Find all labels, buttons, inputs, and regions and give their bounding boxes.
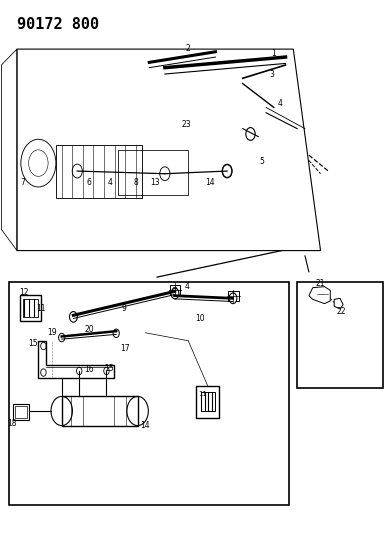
Text: 7: 7 [20, 178, 25, 187]
Text: 12: 12 [19, 288, 29, 297]
Text: 19: 19 [47, 328, 57, 337]
Bar [228, 292, 239, 301]
Text: 14: 14 [141, 421, 150, 430]
Circle shape [69, 312, 77, 322]
Text: 16: 16 [85, 366, 94, 374]
Bar [169, 285, 180, 295]
Circle shape [229, 293, 237, 304]
Text: 8: 8 [133, 178, 138, 187]
Bar [118, 150, 188, 195]
Bar [9, 282, 289, 505]
Text: 10: 10 [195, 314, 205, 323]
Text: 22: 22 [337, 307, 346, 316]
Bar [56, 144, 142, 198]
Bar [62, 397, 138, 425]
Text: 15: 15 [104, 364, 114, 373]
Text: 2: 2 [186, 44, 191, 53]
Text: 18: 18 [7, 419, 17, 428]
Text: 14: 14 [205, 178, 214, 187]
Circle shape [171, 288, 179, 299]
Text: 3: 3 [269, 70, 274, 79]
Text: 4: 4 [184, 282, 189, 291]
Text: 5: 5 [260, 157, 265, 166]
Text: 9: 9 [122, 304, 127, 313]
Text: 1: 1 [272, 49, 276, 58]
Text: 21: 21 [316, 279, 325, 288]
Text: 20: 20 [84, 325, 94, 334]
Text: 4: 4 [108, 178, 113, 187]
Text: 15: 15 [29, 339, 38, 348]
Text: 6: 6 [87, 178, 91, 187]
Bar [201, 392, 215, 411]
Text: 17: 17 [120, 344, 130, 353]
Bar [13, 405, 29, 420]
Text: 11: 11 [198, 391, 207, 397]
Bar [297, 282, 383, 389]
Text: 13: 13 [150, 178, 160, 187]
Circle shape [59, 333, 65, 342]
Text: 4: 4 [277, 99, 282, 108]
Bar [15, 407, 27, 418]
Bar [196, 386, 220, 418]
Bar [20, 295, 42, 320]
Bar [23, 299, 38, 317]
Text: 90172 800: 90172 800 [17, 17, 99, 33]
Text: 23: 23 [181, 120, 191, 129]
Text: 11: 11 [36, 304, 46, 313]
Circle shape [113, 329, 119, 337]
